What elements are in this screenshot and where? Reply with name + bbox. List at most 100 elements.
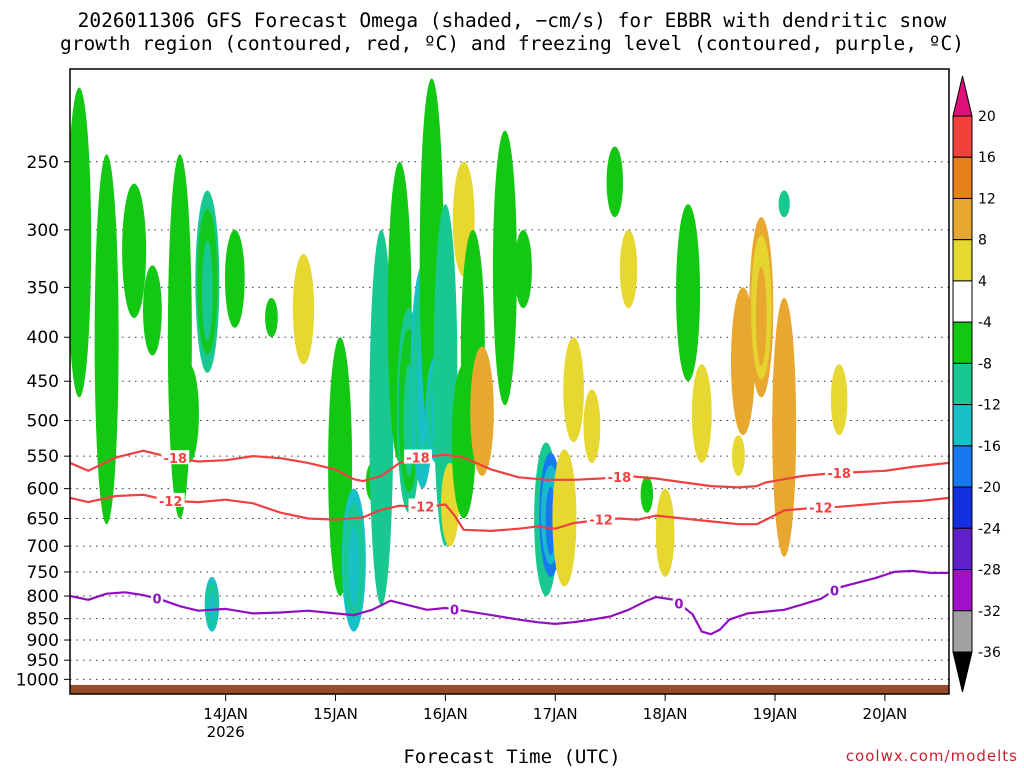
y-tick-label-750: 750 — [27, 563, 59, 583]
omega-region-37 — [676, 204, 701, 382]
omega-region-3 — [143, 265, 162, 356]
contour-label-bg-0 — [828, 582, 841, 597]
contour-label-0: 0 — [450, 603, 459, 618]
x-tick-label-15JAN: 15JAN — [313, 705, 358, 723]
colorbar-bin-7 — [952, 362, 973, 406]
x-tick-label-17JAN: 17JAN — [533, 705, 578, 723]
colorbar-label-20: 20 — [978, 109, 996, 125]
colorbar-label--4: -4 — [978, 315, 992, 331]
contour-line-0 — [70, 569, 949, 636]
contour-label-0: 0 — [152, 593, 161, 608]
y-tick-label-850: 850 — [27, 610, 59, 630]
colorbar: 20 16 12 8 4 -4 -8 -12 -16 -20 -24 -28 -32 -36 — [952, 75, 1001, 693]
contour-label--18: -18 — [406, 452, 430, 467]
contour-label-bg--12 — [156, 492, 185, 507]
omega-region-39 — [731, 435, 745, 476]
colorbar-label--16: -16 — [978, 439, 1001, 455]
y-tick-label-650: 650 — [27, 510, 59, 530]
contour-label-bg--12 — [806, 499, 835, 514]
omega-region-25 — [470, 346, 494, 476]
contour-label--18: -18 — [608, 471, 632, 486]
omega-region-0 — [70, 87, 92, 398]
colorbar-bottom-arrow — [952, 651, 973, 693]
colorbar-bin-4 — [952, 239, 973, 282]
omega-region-8 — [224, 229, 245, 328]
terrain-band — [70, 684, 949, 694]
y-tick-label-400: 400 — [27, 328, 59, 348]
y-tick-label-700: 700 — [27, 537, 59, 557]
y-tick-label-500: 500 — [27, 412, 59, 432]
x-tick-label-16JAN: 16JAN — [423, 705, 468, 723]
chart-title-line-1: 2026011306 GFS Forecast Omega (shaded, −… — [77, 9, 947, 32]
site-credit: coolwx.com/modelts — [845, 747, 1018, 765]
colorbar-bin-5 — [952, 280, 973, 323]
contour-label-bg--18 — [605, 468, 634, 483]
colorbar-bin-11 — [952, 527, 973, 571]
chart-title-line-2: growth region (contoured, red, ºC) and f… — [60, 32, 964, 55]
colorbar-bin-9 — [952, 445, 973, 488]
colorbar-label-12: 12 — [978, 191, 996, 207]
contour-label-bg-0 — [448, 601, 461, 616]
contour-line--12 — [70, 493, 949, 532]
colorbar-bin-2 — [952, 156, 973, 199]
contour-label-bg--18 — [161, 450, 190, 465]
omega-region-9 — [265, 297, 278, 338]
x-tick-label-19JAN: 19JAN — [753, 705, 798, 723]
contour-label-bg--18 — [403, 449, 432, 464]
terrain-layer — [70, 684, 949, 694]
contour-label--12: -12 — [411, 501, 435, 516]
omega-peak-41 — [755, 266, 767, 366]
omega-region-33 — [606, 146, 624, 218]
contour-label--18: -18 — [164, 452, 188, 467]
omega-region-10 — [292, 253, 315, 365]
colorbar-label--36: -36 — [978, 645, 1001, 661]
x-tick-label-20JAN: 20JAN — [863, 705, 908, 723]
omega-region-5 — [179, 364, 199, 463]
omega-region-38 — [691, 364, 712, 463]
x-axis-title: Forecast Time (UTC) — [403, 746, 621, 768]
colorbar-bin-1 — [952, 115, 973, 158]
omega-region-43 — [778, 190, 790, 218]
colorbar-label--12: -12 — [978, 398, 1001, 414]
omega-region-36 — [655, 488, 675, 577]
omega-region-44 — [830, 364, 848, 436]
colorbar-bin-6 — [952, 321, 973, 364]
colorbar-label--32: -32 — [978, 604, 1001, 620]
colorbar-bin-3 — [952, 197, 973, 241]
omega-region-26 — [492, 130, 517, 406]
colorbar-label-16: 16 — [978, 150, 996, 166]
y-tick-label-800: 800 — [27, 587, 59, 607]
contour-line--18 — [70, 449, 949, 489]
omega-region-42 — [772, 297, 797, 557]
contour-label--12: -12 — [809, 502, 833, 517]
omega-region-20 — [433, 204, 458, 547]
omega-peak-12 — [348, 527, 360, 607]
contour-label-bg--12 — [408, 498, 437, 513]
y-tick-label-1000: 1000 — [16, 670, 59, 690]
y-tick-label-900: 900 — [27, 631, 59, 651]
colorbar-label--28: -28 — [978, 563, 1001, 579]
colorbar-bin-12 — [952, 569, 973, 612]
y-tick-label-300: 300 — [27, 221, 59, 241]
x-tick-label-18JAN: 18JAN — [643, 705, 688, 723]
colorbar-label--20: -20 — [978, 480, 1001, 496]
omega-region-35 — [640, 475, 654, 513]
y-axis: 2503003504004505005506006507007508008509… — [16, 153, 70, 690]
omega-region-27 — [514, 229, 532, 309]
omega-region-30 — [552, 449, 577, 587]
contour-label-0: 0 — [674, 597, 683, 612]
contour-label--18: -18 — [827, 467, 851, 482]
omega-region-32 — [583, 389, 601, 463]
colorbar-label-8: 8 — [978, 233, 987, 249]
contour-label-bg-0 — [672, 595, 685, 610]
contour-label-bg--12 — [587, 511, 616, 526]
omega-region-1 — [94, 154, 119, 525]
colorbar-bin-10 — [952, 486, 973, 529]
colorbar-label--24: -24 — [978, 521, 1001, 537]
colorbar-label--8: -8 — [978, 356, 992, 372]
contour-label-bg--18 — [825, 464, 854, 479]
x-tick-label-14JAN: 14JAN — [203, 705, 248, 723]
omega-shading — [70, 78, 848, 632]
colorbar-top-arrow — [952, 75, 973, 117]
